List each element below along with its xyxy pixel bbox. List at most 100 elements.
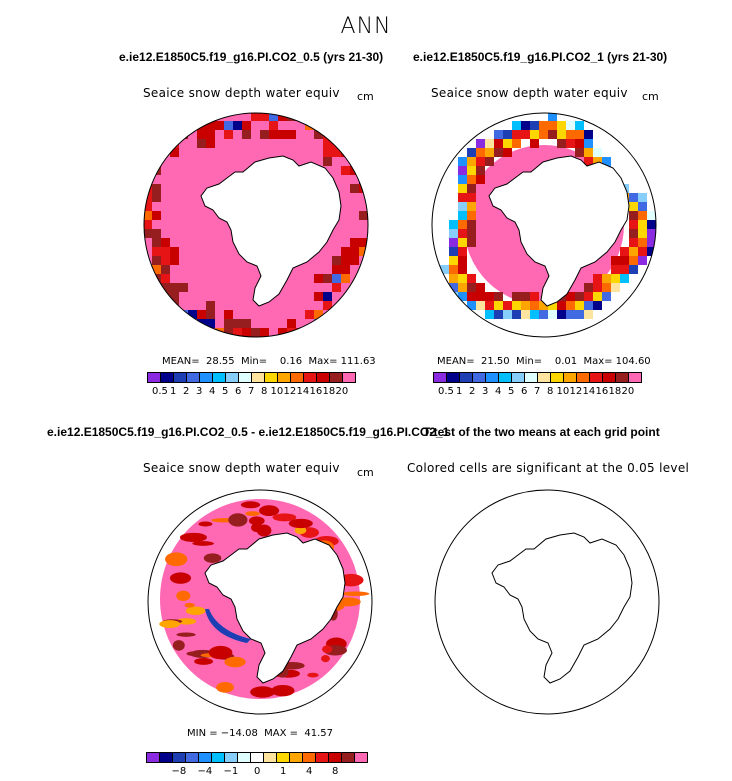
grid-cell (296, 113, 305, 121)
grid-cell (314, 121, 323, 130)
grid-cell (341, 256, 350, 265)
grid-cell (170, 292, 179, 301)
grid-cell (359, 229, 368, 238)
grid-cell (566, 301, 575, 310)
grid-cell (521, 121, 530, 130)
grid-cell (144, 166, 152, 175)
grid-cell (152, 148, 161, 157)
colorbar-tick-label: 10 (556, 386, 570, 397)
grid-cell (188, 310, 197, 319)
grid-cell (144, 148, 152, 157)
grid-cell (521, 292, 530, 301)
grid-cell (170, 148, 179, 157)
grid-cell (557, 130, 566, 139)
grid-cell (170, 283, 179, 292)
grid-cell (602, 157, 611, 166)
colorbar-swatch (237, 752, 251, 763)
grid-cell (566, 310, 575, 319)
grid-cell (638, 220, 647, 229)
grid-cell (152, 202, 161, 211)
colorbar-3 (146, 752, 368, 763)
colorbar-tick-label: 18 (608, 386, 622, 397)
grid-cell (359, 166, 368, 175)
grid-cell (467, 211, 476, 220)
grid-cell (476, 301, 485, 310)
grid-cell (359, 175, 368, 184)
grid-cell (332, 265, 341, 274)
grid-cell (467, 157, 476, 166)
grid-cell (467, 193, 476, 202)
grid-cell (530, 121, 539, 130)
grid-cell (575, 292, 584, 301)
colorbar-swatch (615, 372, 629, 383)
grid-cell (332, 148, 341, 157)
grid-cell (521, 301, 530, 310)
contour-blob (192, 541, 214, 546)
grid-cell (260, 113, 269, 121)
grid-cell (458, 157, 467, 166)
grid-cell (350, 184, 359, 193)
colorbar-swatch (315, 752, 329, 763)
grid-cell (260, 337, 269, 346)
grid-cell (206, 319, 215, 328)
grid-cell (557, 139, 566, 148)
colorbar-tick-label: 3 (482, 386, 489, 397)
grid-cell (629, 256, 638, 265)
colorbar-tick-label: 12 (283, 386, 297, 397)
grid-cell (503, 310, 512, 319)
grid-cell (584, 148, 593, 157)
grid-cell (449, 220, 458, 229)
grid-cell (152, 265, 161, 274)
grid-cell (503, 130, 512, 139)
colorbar-tick-label: 5 (222, 386, 229, 397)
colorbar-swatch (199, 372, 213, 383)
grid-cell (557, 310, 566, 319)
grid-cell (503, 301, 512, 310)
colorbar-swatch (354, 752, 368, 763)
contour-blob (259, 505, 280, 517)
grid-cell (161, 283, 170, 292)
colorbar-tick-label: 8 (261, 386, 268, 397)
colorbar-2 (433, 372, 642, 383)
grid-cell (458, 202, 467, 211)
grid-cell (458, 274, 467, 283)
grid-cell (611, 256, 620, 265)
grid-cell (557, 121, 566, 130)
grid-cell (305, 328, 314, 337)
colorbar-swatch (341, 752, 355, 763)
contour-blob (172, 640, 185, 651)
grid-cell (233, 319, 242, 328)
grid-cell (449, 292, 458, 301)
colorbar-swatch (160, 372, 174, 383)
grid-cell (458, 193, 467, 202)
grid-cell (476, 166, 485, 175)
grid-cell (296, 319, 305, 328)
grid-cell (350, 238, 359, 247)
colorbar-swatch (172, 752, 186, 763)
ttest-title: T-test of the two means at each grid poi… (423, 425, 660, 439)
variable-label-1: Seaice snow depth water equiv (143, 86, 340, 100)
grid-cell (467, 220, 476, 229)
grid-cell (638, 193, 647, 202)
colorbar-swatch (498, 372, 512, 383)
colorbar-tick-label: 1 (280, 766, 287, 777)
contour-blob (335, 597, 361, 607)
map-panel-3 (147, 489, 373, 715)
grid-cell (476, 157, 485, 166)
grid-cell (548, 121, 557, 130)
grid-cell (152, 139, 161, 148)
contour-blob (224, 656, 246, 668)
contour-blob (248, 516, 265, 526)
grid-cell (494, 292, 503, 301)
grid-cell (467, 166, 476, 175)
grid-cell (179, 139, 188, 148)
grid-cell (305, 130, 314, 139)
grid-cell (647, 247, 656, 256)
grid-cell (350, 175, 359, 184)
grid-cell (359, 202, 368, 211)
grid-cell (161, 292, 170, 301)
grid-cell (269, 337, 278, 346)
grid-cell (530, 139, 539, 148)
contour-blob (307, 672, 319, 678)
colorbar-swatch (186, 372, 200, 383)
